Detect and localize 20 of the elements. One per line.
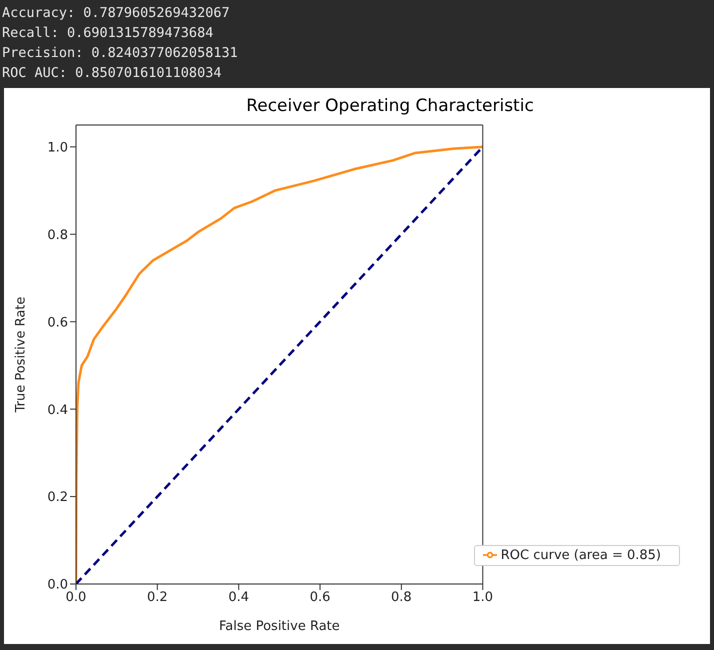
y-tick-label: 0.4 xyxy=(47,402,68,418)
y-axis-title: True Positive Rate xyxy=(14,296,29,414)
x-tick-label: 0.8 xyxy=(391,590,412,606)
x-tick-label: 1.0 xyxy=(472,590,494,606)
x-tick-label: 0.2 xyxy=(147,590,168,606)
text: Precision: 0.8240377062058131 xyxy=(2,44,239,63)
y-tick-label: 0.2 xyxy=(47,490,68,506)
x-axis-title: False Positive Rate xyxy=(218,619,340,634)
text: ROC AUC: 0.8507016101108034 xyxy=(2,64,222,83)
x-tick-label: 0.6 xyxy=(310,590,330,606)
y-tick-label: 1.0 xyxy=(47,140,68,156)
x-tick-label: 0.4 xyxy=(228,590,250,606)
text: Accuracy: 0.7879605269432067 xyxy=(2,4,231,23)
chart-title: Receiver Operating Characteristic xyxy=(245,96,535,116)
y-tick-label: 0.0 xyxy=(47,578,68,593)
text: Recall: 0.6901315789473684 xyxy=(2,24,214,43)
y-tick-label: 0.6 xyxy=(47,315,68,330)
x-tick-label: 0.0 xyxy=(66,590,86,606)
legend-label: ROC curve (area = 0.85) xyxy=(500,548,661,563)
y-tick-label: 0.8 xyxy=(47,228,68,243)
